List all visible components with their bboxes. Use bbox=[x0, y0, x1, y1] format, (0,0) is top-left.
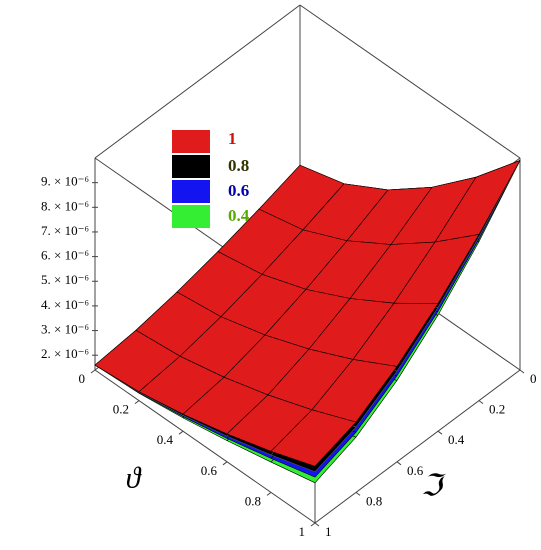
z-tick-label: 7. × 10⁻⁶ bbox=[41, 223, 89, 238]
x-tick-label: 0.4 bbox=[157, 432, 174, 447]
z-tick-label: 9. × 10⁻⁶ bbox=[41, 174, 89, 189]
legend-label: 0.4 bbox=[228, 206, 250, 225]
legend: 1 0.8 0.6 0.4 bbox=[172, 129, 250, 228]
surface-patch bbox=[270, 409, 357, 467]
box-edge bbox=[94, 4, 301, 159]
y-tick-label: 0.6 bbox=[407, 463, 424, 478]
x-axis-label: ϑ bbox=[126, 461, 143, 494]
x-tick bbox=[266, 491, 272, 496]
legend-label: 0.8 bbox=[228, 156, 249, 175]
surfaces bbox=[94, 160, 521, 484]
y-tick bbox=[355, 491, 361, 496]
legend-label: 0.6 bbox=[228, 181, 249, 200]
z-tick-label: 2. × 10⁻⁶ bbox=[41, 346, 89, 361]
y-tick-label: 0.4 bbox=[448, 432, 465, 447]
z-tick-label: 5. × 10⁻⁶ bbox=[41, 272, 89, 287]
x-tick-label: 0.8 bbox=[245, 493, 261, 508]
y-tick bbox=[519, 369, 525, 374]
legend-label: 1 bbox=[228, 129, 237, 148]
box-edge bbox=[299, 4, 521, 159]
y-tick-label: 0 bbox=[530, 371, 537, 386]
legend-swatch bbox=[172, 180, 210, 203]
x-tick bbox=[222, 461, 228, 466]
z-tick-label: 3. × 10⁻⁶ bbox=[41, 322, 89, 337]
x-tick bbox=[310, 522, 316, 527]
x-tick-label: 0.6 bbox=[201, 463, 218, 478]
legend-swatch bbox=[172, 130, 210, 153]
legend-swatch bbox=[172, 155, 210, 178]
y-tick-label: 0.8 bbox=[366, 493, 382, 508]
z-tick-label: 4. × 10⁻⁶ bbox=[41, 297, 89, 312]
x-tick-label: 1 bbox=[299, 524, 306, 539]
y-tick bbox=[437, 430, 443, 435]
z-tick-label: 6. × 10⁻⁶ bbox=[41, 248, 89, 263]
axes: 2. × 10⁻⁶ 3. × 10⁻⁶ 4. × 10⁻⁶ 5. × 10⁻⁶ 6. ×… bbox=[41, 174, 536, 539]
y-tick-label: 0.2 bbox=[489, 402, 505, 417]
x-tick-label: 0 bbox=[79, 371, 86, 386]
y-tick bbox=[314, 522, 320, 527]
z-tick-label: 8. × 10⁻⁶ bbox=[41, 198, 89, 213]
x-tick bbox=[90, 369, 96, 374]
y-tick-label: 1 bbox=[325, 524, 332, 539]
y-axis-label: ℑ bbox=[421, 469, 447, 502]
legend-swatch bbox=[172, 205, 210, 228]
x-tick bbox=[134, 400, 140, 405]
y-tick bbox=[396, 461, 402, 466]
box-edge bbox=[94, 369, 316, 524]
x-tick-label: 0.2 bbox=[113, 402, 129, 417]
x-tick bbox=[178, 430, 184, 435]
y-tick bbox=[478, 400, 484, 405]
box-edge bbox=[314, 369, 521, 524]
